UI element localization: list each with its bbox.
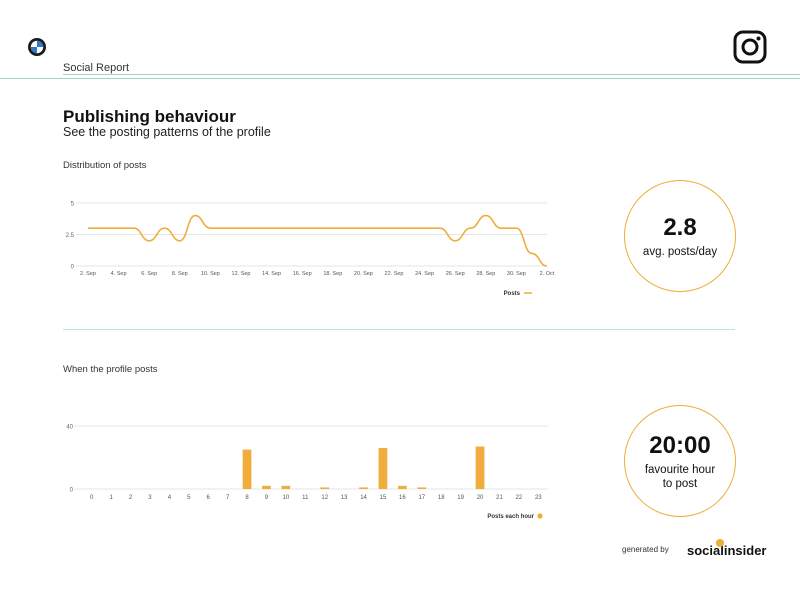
generated-by-label: generated by xyxy=(622,545,669,554)
x-tick-label: 12 xyxy=(321,495,328,501)
report-label: Social Report xyxy=(63,62,130,74)
x-tick-label: 4. Sep xyxy=(111,271,127,277)
brand-dot-icon xyxy=(716,539,724,547)
legend-label: Posts each hour xyxy=(487,514,534,520)
hour-bar xyxy=(242,449,252,489)
section-title: Publishing behaviour xyxy=(63,107,236,126)
y-tick-label: 2.5 xyxy=(66,233,75,239)
x-tick-label: 8 xyxy=(245,495,249,501)
x-tick-label: 8. Sep xyxy=(172,271,188,277)
avg-posts-badge: 2.8 avg. posts/day xyxy=(624,180,736,292)
x-tick-label: 10. Sep xyxy=(201,271,220,277)
favourite-hour-value: 20:00 xyxy=(649,431,711,459)
x-tick-label: 2. Sep xyxy=(80,271,96,277)
hour-bar xyxy=(359,487,368,489)
distribution-line-chart: 0 2.5 5 2. Sep 4. Sep 6. Sep 8. Sep 10. Sep 12. … xyxy=(66,202,555,298)
favourite-hour-badge: 20:00 favourite hour to post xyxy=(624,405,736,517)
x-tick-label: 28. Sep xyxy=(476,271,495,277)
hour-bar xyxy=(320,487,330,489)
x-tick-label: 24. Sep xyxy=(415,271,434,277)
x-tick-label: 18. Sep xyxy=(323,271,342,277)
x-tick-label: 30. Sep xyxy=(507,271,526,277)
x-tick-label: 14 xyxy=(360,495,367,501)
x-tick-label: 21 xyxy=(496,495,503,501)
y-tick-label: 0 xyxy=(70,488,74,494)
header-line-bottom xyxy=(0,78,800,79)
x-tick-label: 1 xyxy=(109,495,113,501)
avg-posts-label: avg. posts/day xyxy=(642,245,718,258)
x-tick-label: 13 xyxy=(341,495,348,501)
posts-series-line xyxy=(88,214,548,267)
x-tick-label: 16 xyxy=(399,495,406,501)
x-tick-label: 16. Sep xyxy=(293,271,312,277)
x-tick-label: 18 xyxy=(438,495,445,501)
x-tick-label: 0 xyxy=(90,495,94,501)
favourite-hour-label: favourite hour to post xyxy=(645,463,715,491)
x-tick-label: 7 xyxy=(226,495,230,501)
instagram-icon[interactable] xyxy=(733,30,767,64)
x-tick-label: 23 xyxy=(535,495,542,501)
hourly-chart-title: When the profile posts xyxy=(63,364,158,375)
section-subtitle: See the posting patterns of the profile xyxy=(63,125,271,139)
x-tick-label: 26. Sep xyxy=(446,271,465,277)
favourite-hour-label-line2: to post xyxy=(662,477,698,490)
x-tick-label: 17 xyxy=(418,495,425,501)
y-tick-label: 40 xyxy=(66,425,73,431)
x-tick-label: 4 xyxy=(168,495,172,501)
x-tick-label: 6 xyxy=(207,495,211,501)
x-tick-label: 5 xyxy=(187,495,191,501)
x-tick-label: 3 xyxy=(148,495,152,501)
x-tick-label: 9 xyxy=(265,495,269,501)
header-line-top xyxy=(63,74,800,75)
brand-name: socialinsider xyxy=(687,543,767,558)
hour-bar xyxy=(262,485,271,489)
x-tick-label: 22. Sep xyxy=(385,271,404,277)
section-divider xyxy=(63,329,735,330)
y-tick-label: 5 xyxy=(71,202,75,208)
hour-bar xyxy=(281,485,291,489)
x-tick-label: 2 xyxy=(129,495,133,501)
avg-posts-value: 2.8 xyxy=(663,213,697,241)
y-tick-label: 0 xyxy=(71,265,75,271)
x-tick-label: 2. Oct xyxy=(540,271,555,277)
x-tick-label: 12. Sep xyxy=(232,271,251,277)
hour-bar xyxy=(378,448,388,489)
hour-bar xyxy=(398,485,407,489)
x-tick-label: 22 xyxy=(516,495,523,501)
legend-label: Posts xyxy=(504,291,521,297)
hour-bar xyxy=(475,446,485,489)
hour-bar xyxy=(417,487,427,489)
distribution-chart-title: Distribution of posts xyxy=(63,160,147,171)
x-tick-label: 20 xyxy=(477,495,484,501)
x-tick-label: 20. Sep xyxy=(354,271,373,277)
x-tick-label: 15 xyxy=(380,495,387,501)
legend-swatch xyxy=(537,513,543,519)
x-tick-label: 19 xyxy=(457,495,464,501)
favourite-hour-label-line1: favourite hour xyxy=(644,463,716,476)
x-tick-label: 6. Sep xyxy=(141,271,157,277)
x-tick-label: 11 xyxy=(302,495,309,501)
bmw-logo-icon xyxy=(28,38,46,56)
x-tick-label: 14. Sep xyxy=(262,271,281,277)
x-tick-label: 10 xyxy=(283,495,290,501)
